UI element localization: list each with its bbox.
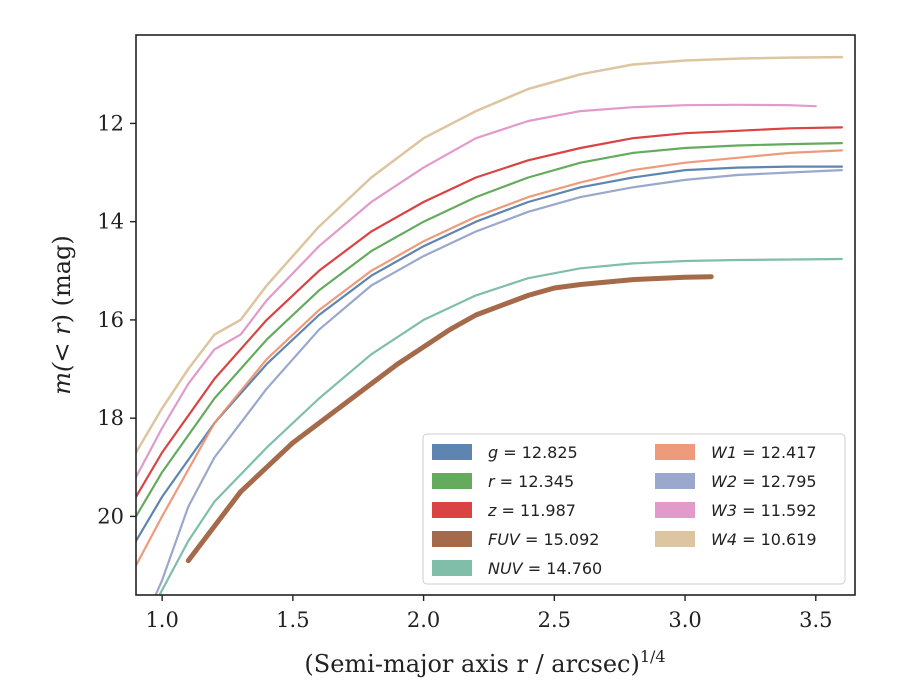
series-line-r [136, 142, 844, 518]
legend-label-fuv: FUV = 15.092 [488, 530, 599, 549]
y-axis-label-suffix: ) (mag) [48, 235, 76, 323]
series-line-fuv [185, 274, 714, 564]
x-axis-label: (Semi-major axis r / arcsec)1/4 [304, 647, 665, 678]
x-tick-label: 1.5 [276, 608, 309, 632]
legend-swatch-nuv [432, 560, 472, 576]
legend-swatch-w4 [655, 531, 695, 547]
x-axis-label-exponent: 1/4 [640, 647, 666, 666]
legend-label-w2: W2 = 12.795 [711, 472, 817, 491]
x-tick-label: 2.0 [407, 608, 440, 632]
x-tick-label: 3.5 [799, 608, 832, 632]
legend-label-z: z = 11.987 [487, 501, 576, 520]
y-axis-label-prefix: m( [48, 362, 76, 395]
series-line-nuv [158, 257, 844, 595]
x-tick-label: 2.5 [538, 608, 571, 632]
y-tick-label: 16 [97, 308, 124, 332]
x-axis-label-text: (Semi-major axis r / arcsec) [304, 650, 639, 678]
series-line-w1 [136, 149, 844, 567]
series-line-z [136, 126, 844, 498]
legend-label-w3: W3 = 11.592 [711, 501, 817, 520]
x-tick-label: 3.0 [668, 608, 701, 632]
y-axis: 12 14 16 18 20 [97, 111, 136, 528]
series-line-w4 [136, 55, 844, 454]
legend-items: g = 12.825 r = 12.345 z = 11.987 FUV = 15.0… [432, 443, 817, 578]
legend-swatch-w1 [655, 444, 695, 460]
legend-swatch-w2 [655, 473, 695, 489]
y-tick-label: 20 [97, 504, 124, 528]
legend: g = 12.825 r = 12.345 z = 11.987 FUV = 15.0… [422, 433, 846, 585]
legend-box [422, 433, 846, 585]
legend-swatch-z [432, 502, 472, 518]
legend-label-nuv: NUV = 14.760 [488, 559, 602, 578]
series-line-w3 [136, 103, 817, 479]
legend-swatch-w3 [655, 502, 695, 518]
legend-swatch-fuv [432, 531, 472, 547]
legend-swatch-r [432, 473, 472, 489]
legend-label-w4: W4 = 10.619 [711, 530, 817, 549]
x-tick-label: 1.0 [145, 608, 178, 632]
y-tick-label: 18 [97, 406, 124, 430]
legend-swatch-g [432, 444, 472, 460]
y-axis-label-math: < r [48, 322, 76, 363]
y-tick-label: 12 [97, 111, 124, 135]
x-axis: 1.0 1.5 2.0 2.5 3.0 3.5 [145, 595, 832, 632]
legend-label-r: r = 12.345 [488, 472, 574, 491]
series-line-w2 [154, 169, 844, 595]
y-axis-label: m(< r) (mag) [48, 235, 76, 395]
y-tick-label: 14 [97, 210, 124, 234]
plot-frame [135, 34, 856, 596]
series-layer [136, 55, 844, 595]
legend-label-w1: W1 = 12.417 [711, 443, 817, 462]
legend-label-g: g = 12.825 [488, 443, 578, 462]
